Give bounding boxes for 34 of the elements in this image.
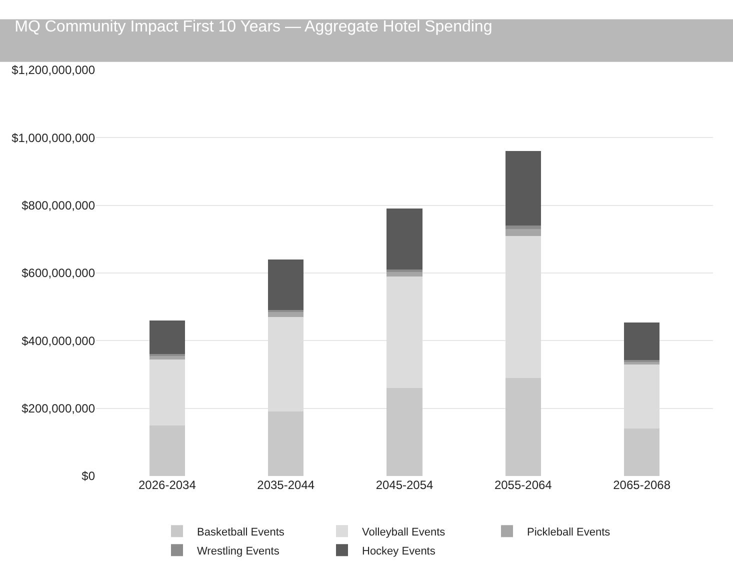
bar: [149, 320, 185, 354]
bar: [149, 425, 185, 476]
bar: [268, 259, 304, 310]
bar: [268, 312, 304, 317]
x-tick-label: 2035-2044: [257, 478, 315, 492]
bar: [149, 356, 185, 360]
y-tick-label: $400,000,000: [22, 334, 96, 348]
bar: [386, 208, 422, 270]
x-tick-label: 2045-2054: [376, 478, 434, 492]
bar: [386, 388, 422, 476]
bar: [505, 151, 541, 226]
legend-label: Hockey Events: [362, 545, 436, 558]
x-tick-label: 2065-2068: [613, 478, 671, 492]
bar: [268, 412, 304, 476]
chart-title: MQ Community Impact First 10 Years — Aggregate Hotel Spending: [14, 18, 492, 36]
y-tick-label: $800,000,000: [22, 198, 96, 213]
legend-label: Wrestling Events: [197, 545, 280, 558]
x-tick-label: 2026-2034: [138, 478, 196, 492]
bar: [624, 362, 660, 364]
bar: [624, 322, 660, 360]
bar: [505, 229, 541, 236]
legend-label: Volleyball Events: [362, 526, 446, 538]
y-tick-label: $0: [82, 469, 96, 484]
bar: [386, 271, 422, 276]
y-tick-label: $600,000,000: [22, 266, 96, 280]
bar: [624, 428, 660, 476]
legend-label: Basketball Events: [197, 526, 285, 538]
y-tick-label: $1,000,000,000: [12, 130, 96, 145]
y-tick-label: $1,200,000,000: [12, 63, 96, 78]
bar: [505, 226, 541, 230]
legend-label: Pickleball Events: [527, 526, 611, 538]
y-tick-label: $200,000,000: [22, 402, 96, 416]
bar: [505, 378, 541, 476]
x-tick-label: 2055-2064: [494, 478, 552, 492]
